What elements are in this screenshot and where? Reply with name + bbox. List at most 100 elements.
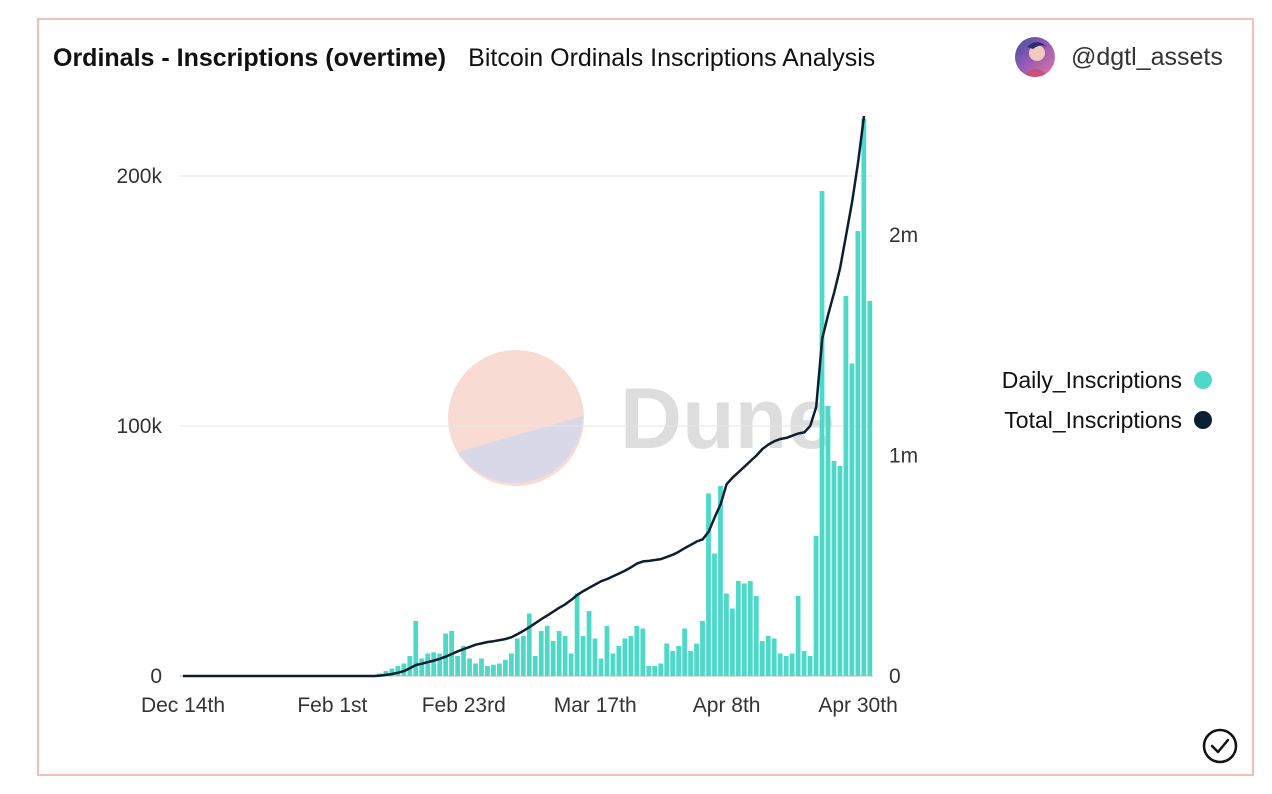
daily-bar[interactable]: [485, 666, 490, 676]
daily-bar[interactable]: [646, 666, 652, 676]
daily-bar[interactable]: [867, 301, 873, 676]
daily-bar[interactable]: [855, 231, 861, 676]
author-name[interactable]: @dgtl_assets: [1071, 42, 1223, 71]
daily-bar[interactable]: [532, 656, 538, 676]
daily-bar[interactable]: [580, 636, 586, 676]
daily-bar[interactable]: [604, 626, 610, 676]
daily-bar[interactable]: [712, 553, 717, 677]
daily-bar[interactable]: [694, 643, 699, 677]
daily-bar[interactable]: [825, 406, 831, 676]
daily-bar[interactable]: [479, 658, 484, 677]
daily-bar[interactable]: [407, 656, 413, 676]
daily-bar[interactable]: [843, 296, 849, 676]
verified-check-icon[interactable]: [1202, 728, 1238, 764]
daily-bar[interactable]: [688, 651, 693, 676]
daily-bar[interactable]: [676, 646, 682, 676]
daily-bar[interactable]: [467, 658, 472, 677]
daily-bar[interactable]: [455, 656, 460, 676]
daily-bar[interactable]: [520, 636, 526, 676]
avatar[interactable]: [1015, 37, 1055, 77]
daily-bar[interactable]: [508, 653, 514, 677]
daily-bar[interactable]: [538, 631, 544, 676]
daily-bar[interactable]: [753, 596, 759, 676]
y-left-tick-label: 100k: [116, 415, 162, 438]
daily-bar[interactable]: [813, 536, 819, 676]
y-right-tick-label: 1m: [889, 445, 918, 468]
daily-bar[interactable]: [747, 581, 753, 676]
daily-bar[interactable]: [401, 663, 407, 677]
author-link[interactable]: @dgtl_assets: [1015, 36, 1223, 78]
y-right-tick-label: 2m: [889, 224, 918, 247]
y-right-tick-label: 0: [889, 665, 901, 688]
daily-bar[interactable]: [837, 466, 843, 676]
daily-bar[interactable]: [556, 631, 562, 676]
legend-dot-daily: [1194, 371, 1212, 389]
daily-bar[interactable]: [658, 663, 664, 677]
daily-bar[interactable]: [819, 191, 825, 676]
daily-bar[interactable]: [592, 638, 598, 677]
daily-bar[interactable]: [730, 608, 735, 677]
daily-bar[interactable]: [795, 596, 801, 676]
daily-bar[interactable]: [497, 663, 502, 677]
daily-bar[interactable]: [801, 651, 807, 676]
daily-bar[interactable]: [861, 118, 867, 677]
daily-bar[interactable]: [413, 621, 419, 676]
daily-bar[interactable]: [461, 646, 466, 676]
daily-bar[interactable]: [568, 653, 574, 677]
daily-bar[interactable]: [574, 593, 580, 677]
daily-bar[interactable]: [389, 668, 395, 677]
daily-bar[interactable]: [473, 663, 478, 677]
daily-bar[interactable]: [735, 581, 741, 676]
daily-bar[interactable]: [491, 664, 496, 676]
dune-logo-lower-icon: [458, 416, 583, 483]
daily-bar[interactable]: [765, 636, 771, 676]
chart-title: Ordinals - Inscriptions (overtime): [53, 43, 447, 72]
daily-bar[interactable]: [706, 493, 711, 677]
legend-item-daily[interactable]: Daily_Inscriptions: [940, 360, 1220, 400]
daily-bar[interactable]: [395, 666, 401, 676]
daily-bar[interactable]: [664, 643, 670, 677]
legend-item-total[interactable]: Total_Inscriptions: [940, 400, 1220, 440]
daily-bar[interactable]: [640, 628, 646, 677]
daily-bar[interactable]: [831, 461, 837, 676]
daily-bar[interactable]: [789, 653, 795, 677]
x-tick-label: Mar 17th: [554, 694, 637, 717]
total-line[interactable]: [183, 115, 866, 678]
daily-bar[interactable]: [849, 363, 855, 677]
daily-bar[interactable]: [544, 626, 550, 676]
daily-bar[interactable]: [526, 613, 532, 677]
daily-bar[interactable]: [610, 653, 616, 677]
daily-bar[interactable]: [425, 653, 431, 677]
daily-bar[interactable]: [724, 593, 729, 677]
daily-bar[interactable]: [771, 638, 777, 677]
daily-bar[interactable]: [807, 656, 813, 676]
daily-bar[interactable]: [616, 646, 622, 676]
daily-bar[interactable]: [741, 583, 747, 677]
daily-bar[interactable]: [514, 638, 520, 677]
daily-bar[interactable]: [598, 658, 604, 677]
daily-bar[interactable]: [783, 656, 789, 676]
chart-header: Ordinals - Inscriptions (overtime) Bitco…: [53, 38, 875, 78]
daily-bar[interactable]: [759, 641, 765, 676]
daily-bar[interactable]: [419, 658, 425, 677]
daily-bar[interactable]: [503, 659, 508, 676]
daily-bar[interactable]: [550, 641, 556, 676]
daily-bar[interactable]: [700, 621, 705, 676]
daily-bar[interactable]: [622, 638, 628, 677]
daily-bar[interactable]: [628, 636, 634, 676]
daily-bar[interactable]: [443, 633, 449, 677]
daily-bar[interactable]: [431, 652, 437, 676]
daily-bar[interactable]: [670, 651, 676, 676]
x-tick-label: Feb 23rd: [422, 694, 506, 717]
daily-bar[interactable]: [383, 671, 389, 676]
daily-bar[interactable]: [562, 636, 568, 676]
daily-bar[interactable]: [437, 653, 443, 677]
daily-bar[interactable]: [586, 611, 592, 676]
daily-bar[interactable]: [652, 666, 658, 676]
daily-bar[interactable]: [682, 628, 688, 677]
daily-bar[interactable]: [777, 653, 783, 677]
daily-bar[interactable]: [634, 626, 640, 676]
chart-subtitle[interactable]: Bitcoin Ordinals Inscriptions Analysis: [468, 43, 876, 72]
daily-bar[interactable]: [718, 486, 723, 676]
